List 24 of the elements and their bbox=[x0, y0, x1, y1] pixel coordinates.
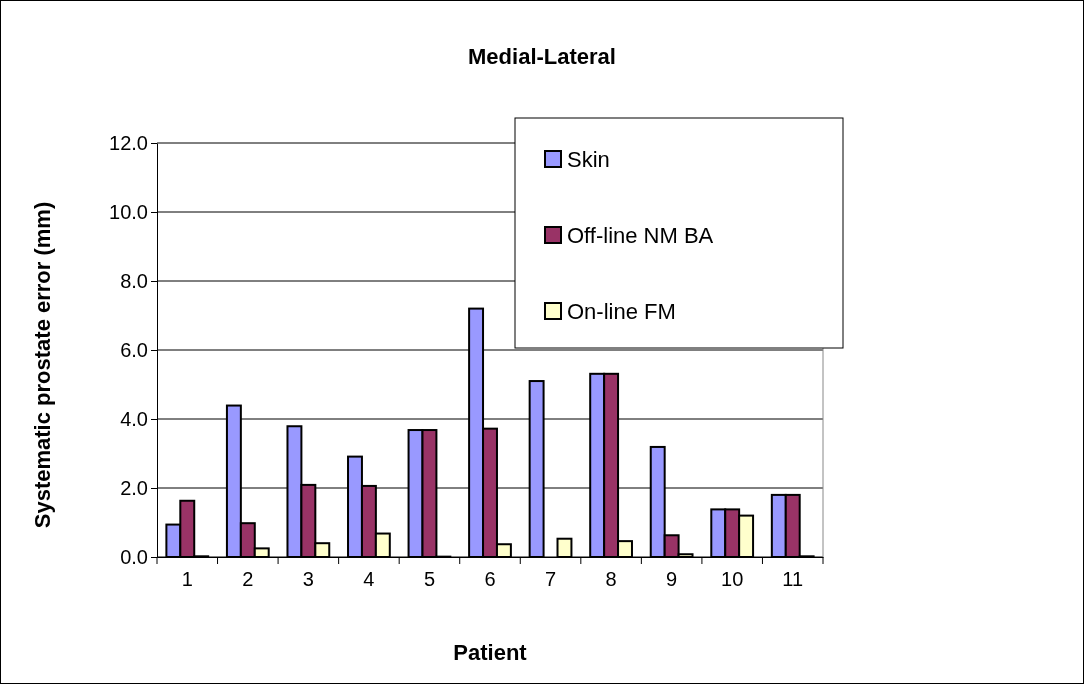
x-axis-title: Patient bbox=[453, 640, 528, 665]
x-tick-label: 9 bbox=[666, 568, 678, 590]
y-tick-label: 10.0 bbox=[109, 200, 148, 223]
legend-label: Skin bbox=[567, 147, 610, 172]
x-tick-label: 3 bbox=[302, 568, 314, 590]
x-tick-label: 6 bbox=[484, 568, 496, 590]
x-tick-label: 7 bbox=[544, 568, 557, 590]
y-tick-label: 0.0 bbox=[120, 545, 148, 568]
x-tick-label: 4 bbox=[363, 568, 375, 590]
x-tick-label: 8 bbox=[605, 568, 617, 590]
x-tick-label: 2 bbox=[242, 568, 254, 590]
y-axis-title: Systematic prostate error (mm) bbox=[30, 201, 55, 529]
y-tick-label: 4.0 bbox=[120, 407, 148, 430]
y-tick-label: 8.0 bbox=[120, 269, 148, 292]
y-tick-label: 6.0 bbox=[120, 338, 148, 361]
x-tick-label: 5 bbox=[423, 568, 436, 590]
chart-title: Medial-Lateral bbox=[468, 44, 616, 69]
legend-label: Off-line NM BA bbox=[567, 223, 714, 248]
y-tick-label: 12.0 bbox=[109, 131, 148, 154]
x-tick-label: 1 bbox=[181, 568, 193, 590]
x-tick-label: 10 bbox=[721, 568, 744, 590]
y-tick-label: 2.0 bbox=[120, 476, 148, 499]
legend-label: On-line FM bbox=[567, 299, 676, 324]
x-tick-label: 11 bbox=[782, 568, 804, 590]
